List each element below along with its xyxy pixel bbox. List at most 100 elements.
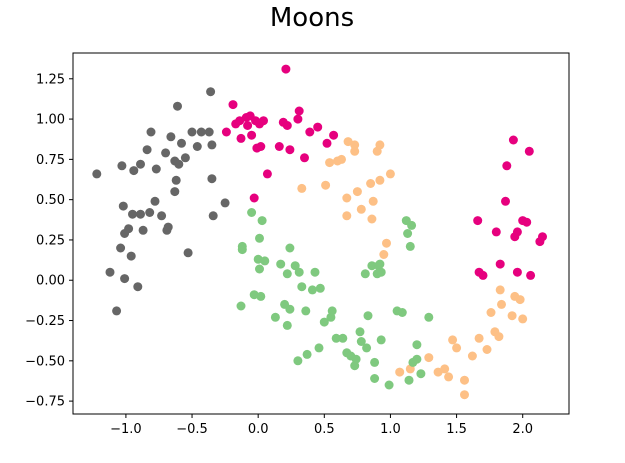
y-tick-label: −0.75 <box>25 395 65 410</box>
data-point-series-0-39 <box>208 211 218 221</box>
y-tick-label: 1.00 <box>36 113 65 128</box>
data-point-series-3-19 <box>293 356 303 366</box>
data-point-series-0-5 <box>118 201 128 211</box>
y-tick-label: 0.25 <box>36 233 65 248</box>
data-point-series-2-29 <box>467 351 477 361</box>
data-point-series-3-43 <box>370 374 380 383</box>
data-point-series-0-0 <box>92 169 102 179</box>
data-point-series-1-43 <box>538 232 547 242</box>
x-tick-label: 2.0 <box>512 422 533 437</box>
data-point-series-0-9 <box>126 251 136 261</box>
data-point-series-1-0 <box>221 127 231 137</box>
data-point-series-2-16 <box>379 250 389 259</box>
data-point-series-0-30 <box>174 159 184 169</box>
data-point-series-1-39 <box>522 217 532 227</box>
y-tick-label: 0.75 <box>36 153 65 168</box>
data-point-series-2-4 <box>337 154 346 164</box>
data-point-series-2-12 <box>367 214 377 224</box>
data-point-series-3-37 <box>355 327 365 337</box>
x-tick-label: 1.5 <box>446 422 467 437</box>
x-tick-label: 1.0 <box>380 422 401 437</box>
data-point-series-3-11 <box>270 312 280 322</box>
data-point-series-1-28 <box>473 216 483 226</box>
data-point-series-2-31 <box>482 345 492 354</box>
data-point-series-0-24 <box>163 222 173 232</box>
data-point-series-0-15 <box>138 225 148 235</box>
data-point-series-3-27 <box>315 283 325 293</box>
data-point-series-2-35 <box>495 285 505 295</box>
data-point-series-3-54 <box>403 229 413 238</box>
data-point-series-0-32 <box>180 153 190 163</box>
data-point-series-1-24 <box>305 127 315 137</box>
data-point-series-3-38 <box>356 337 366 346</box>
data-point-series-3-52 <box>397 308 407 317</box>
data-point-series-0-17 <box>145 208 155 217</box>
data-point-series-1-6 <box>243 121 253 130</box>
x-tick-label: −1.0 <box>110 422 142 437</box>
plot-frame <box>72 52 570 415</box>
data-point-series-2-9 <box>352 187 362 197</box>
data-point-series-2-23 <box>440 364 450 374</box>
data-point-series-2-5 <box>342 193 352 203</box>
data-point-series-1-31 <box>491 227 501 237</box>
y-tick-label: −0.25 <box>25 314 65 329</box>
data-point-series-2-2 <box>325 158 335 168</box>
data-point-series-0-8 <box>124 224 134 234</box>
data-point-series-2-10 <box>356 204 366 214</box>
data-point-series-3-36 <box>351 354 361 364</box>
data-point-series-1-19 <box>282 121 292 130</box>
data-point-series-1-4 <box>236 133 246 143</box>
data-point-series-3-32 <box>338 333 348 343</box>
data-point-series-0-37 <box>206 87 216 97</box>
data-point-series-1-18 <box>281 64 291 74</box>
data-point-series-2-41 <box>375 175 385 185</box>
data-point-series-2-42 <box>342 211 352 221</box>
data-point-series-1-23 <box>300 153 309 163</box>
y-tick-label: 0.00 <box>36 274 65 289</box>
x-tick-label: 0.0 <box>248 422 269 437</box>
data-point-series-0-12 <box>133 282 143 292</box>
data-point-series-1-14 <box>259 116 268 126</box>
data-point-series-3-57 <box>407 220 417 230</box>
data-point-series-2-18 <box>385 169 395 179</box>
data-point-series-3-0 <box>236 301 246 311</box>
data-point-series-0-19 <box>150 196 160 206</box>
data-point-series-2-0 <box>297 183 307 193</box>
data-point-series-1-25 <box>313 122 323 132</box>
data-point-series-0-4 <box>117 161 127 171</box>
data-point-series-0-38 <box>207 174 217 184</box>
data-point-series-0-7 <box>120 274 130 284</box>
y-axis: −0.75 −0.50 −0.25 0.00 0.25 0.50 0.75 1.00 1.25 <box>25 72 73 410</box>
data-point-series-0-25 <box>166 132 176 142</box>
data-point-series-3-16 <box>285 304 295 314</box>
data-point-series-1-40 <box>524 146 534 156</box>
data-point-series-2-19 <box>395 367 405 377</box>
data-point-series-2-32 <box>486 308 496 317</box>
chart-title: Moons <box>270 3 354 33</box>
data-point-series-2-30 <box>474 333 484 343</box>
data-point-series-1-33 <box>502 161 512 171</box>
data-point-series-0-28 <box>171 175 181 185</box>
data-point-series-0-34 <box>187 127 197 137</box>
data-point-series-3-59 <box>412 340 422 350</box>
data-point-series-1-22 <box>294 106 304 116</box>
points-layer <box>92 64 547 400</box>
data-point-series-3-24 <box>307 285 317 295</box>
data-point-series-3-50 <box>384 380 394 390</box>
data-point-series-1-32 <box>495 259 505 269</box>
data-point-series-3-2 <box>237 245 247 255</box>
x-axis: −1.0 −0.5 0.0 0.5 1.0 1.5 2.0 <box>110 414 533 437</box>
data-point-series-0-10 <box>128 209 137 219</box>
data-point-series-0-2 <box>112 306 122 316</box>
data-point-series-0-41 <box>204 127 214 137</box>
data-point-series-3-22 <box>301 306 311 316</box>
data-point-series-0-16 <box>142 145 152 155</box>
data-point-series-1-34 <box>508 135 518 145</box>
data-point-series-2-24 <box>444 372 454 382</box>
data-point-series-3-8 <box>256 291 266 301</box>
data-point-series-1-44 <box>501 196 510 206</box>
data-point-series-2-7 <box>350 146 360 156</box>
data-point-series-0-36 <box>196 127 206 137</box>
data-point-series-3-9 <box>257 216 267 226</box>
data-point-series-2-11 <box>366 179 376 188</box>
